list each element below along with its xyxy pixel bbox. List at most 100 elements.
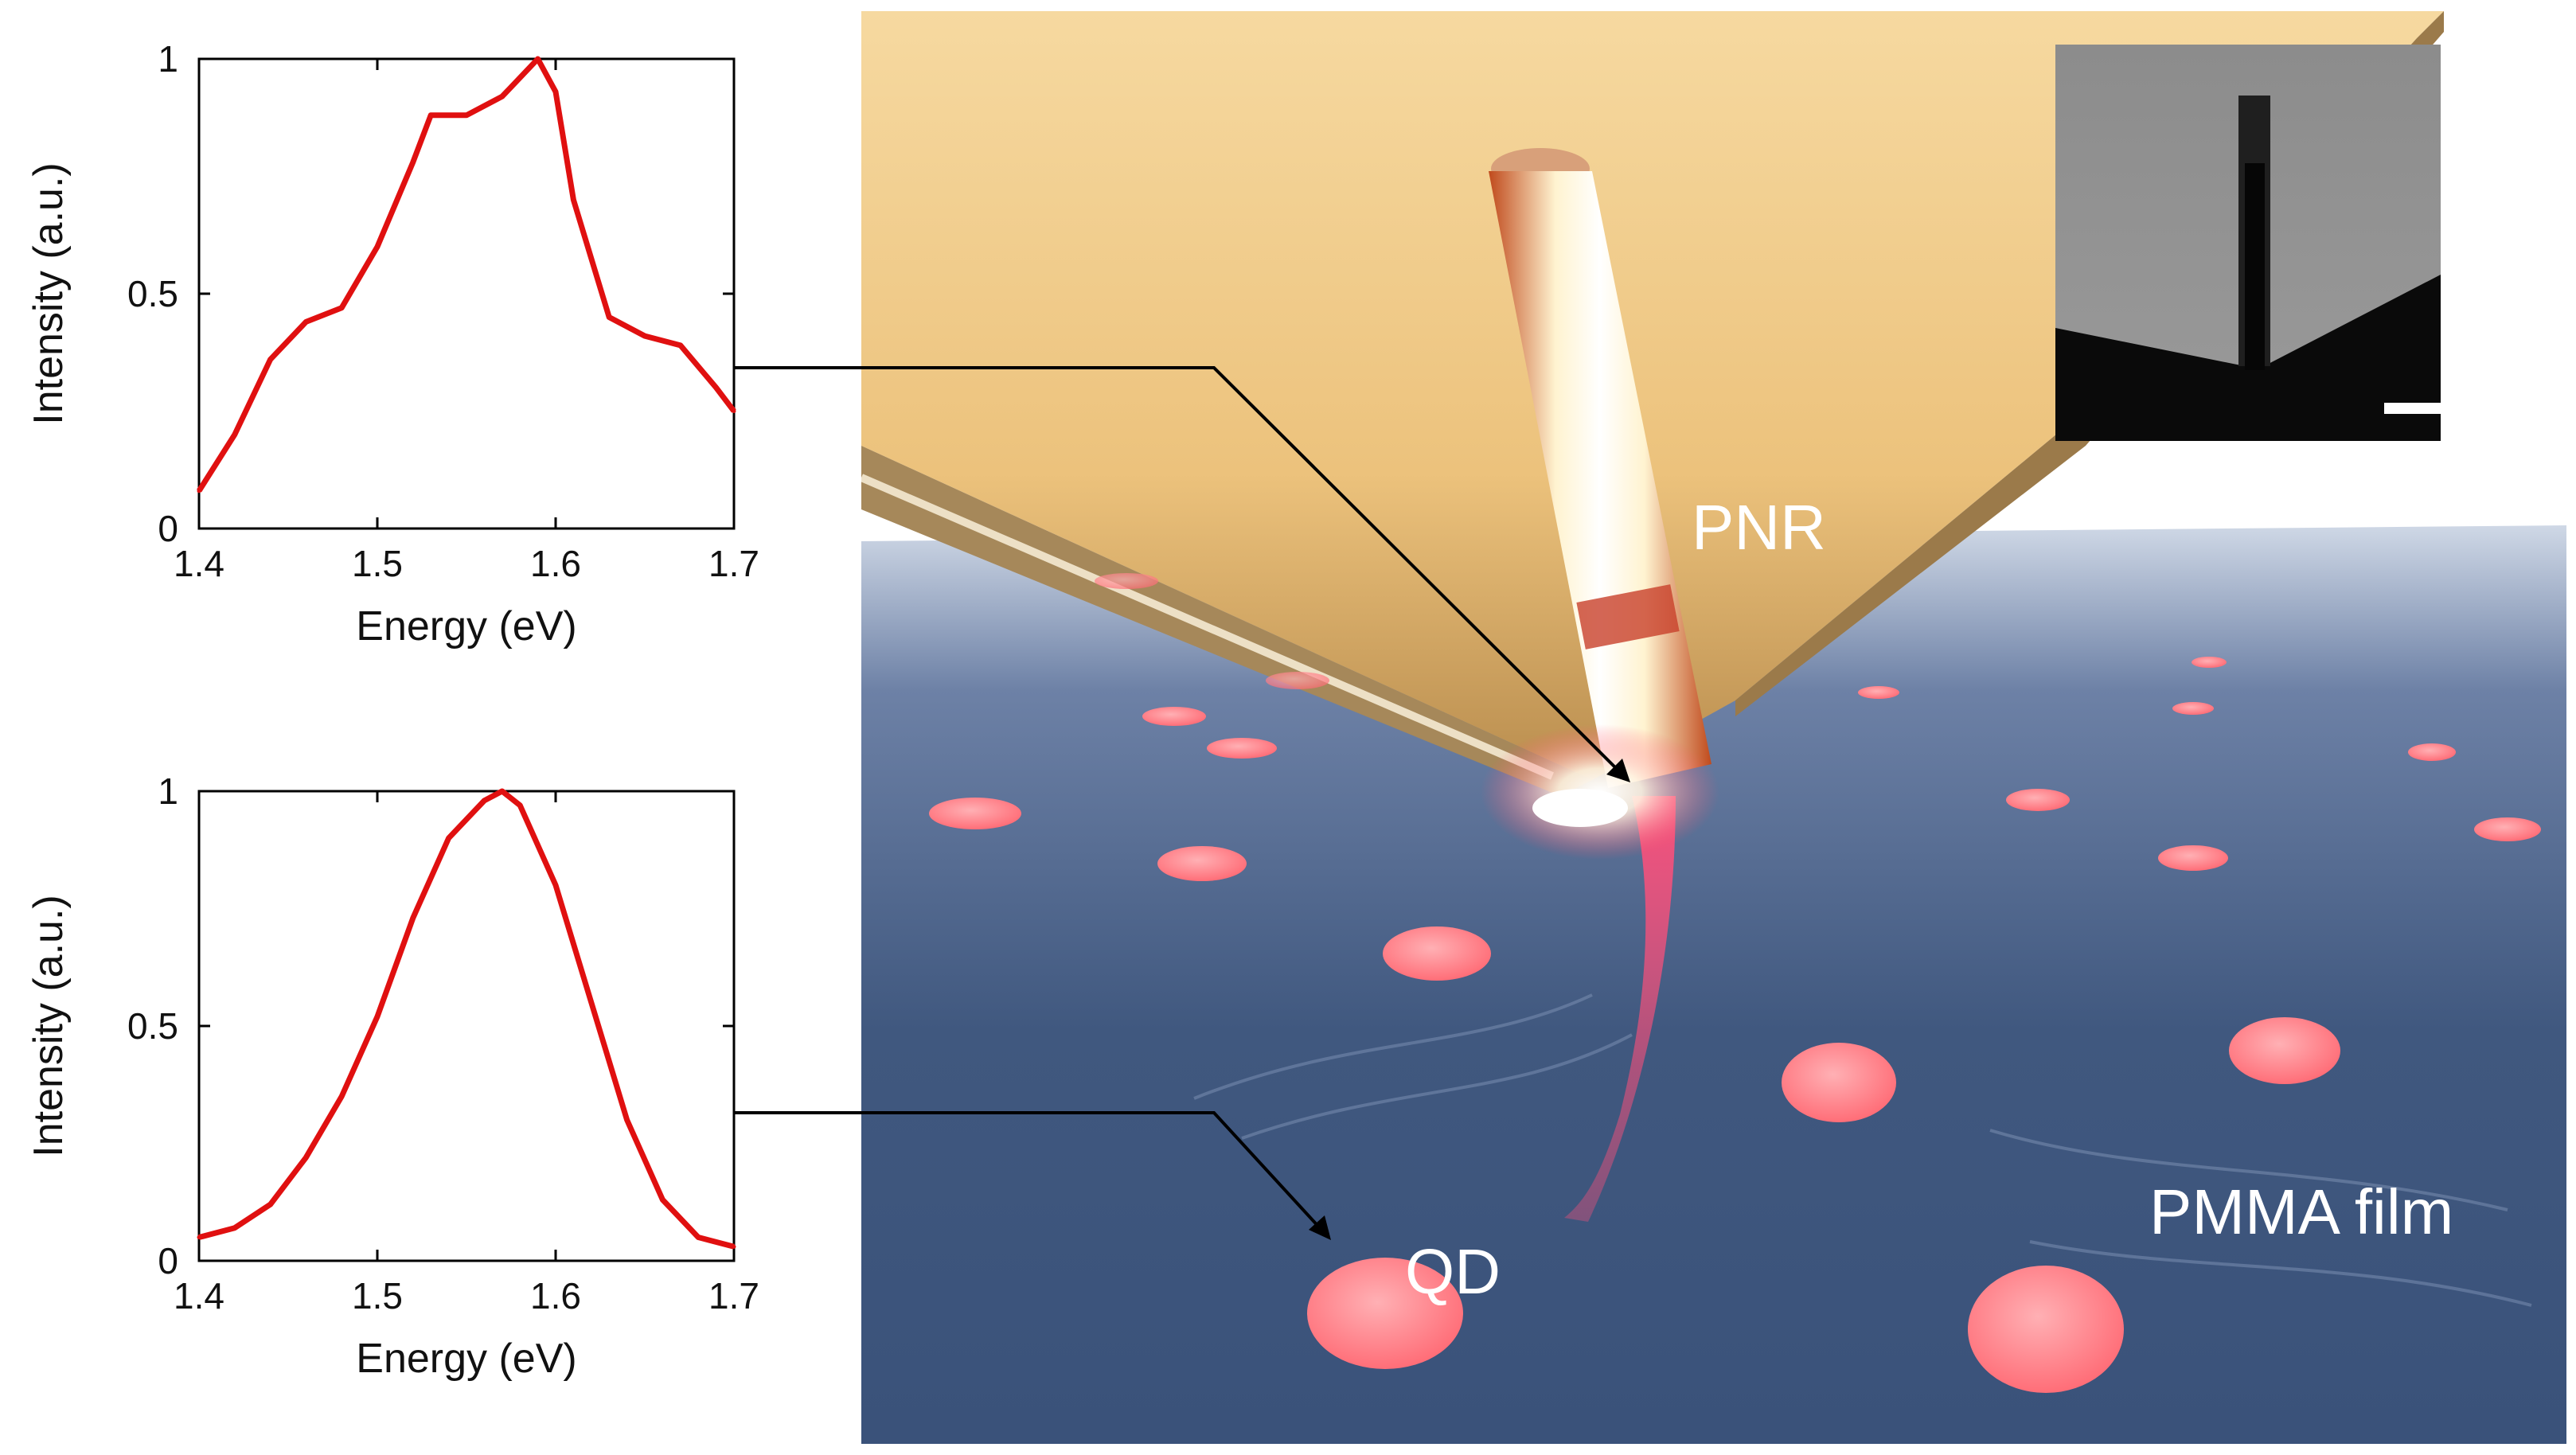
spectrum-point [268,357,273,362]
qd-spot [2172,702,2214,715]
spectrum-point [607,315,611,319]
gold-tip-right-edge [1735,11,2444,716]
qd-spot [1207,738,1277,759]
qd-spot [1968,1266,2124,1393]
sem-nanorod-core [2245,163,2265,370]
plasmonic-nanorod [1489,148,1711,788]
scale-bar-icon [2384,403,2510,414]
spectrum-point [303,1155,308,1160]
qd-spot [2408,743,2456,761]
connector-lines [734,366,1630,1240]
qd-spot [929,798,1021,829]
spectrum-point [625,1118,630,1122]
spectrum-point [464,113,469,118]
x-tick-label: 1.4 [174,543,224,584]
y-tick-label: 1 [158,38,178,80]
spectrum-point [197,1235,201,1239]
nanorod-band [1576,584,1680,649]
x-tick-label: 1.4 [174,1275,224,1317]
spectrum-point [517,76,522,80]
connector-bottom-arrowhead [1309,1215,1331,1240]
qd-spot [1142,707,1206,726]
x-axis-label: Energy (eV) [356,603,576,649]
x-tick-label: 1.7 [708,543,759,584]
spectrum-point [232,1226,237,1231]
qd-spot [1266,672,1329,689]
x-tick-label: 1.5 [352,1275,403,1317]
spectrum-point [447,836,451,841]
label-pnr: PNR [1692,492,1826,563]
gold-tip [861,11,2444,780]
spectrum-point [536,57,541,61]
qd-spot [2192,657,2227,668]
spectrum-point [268,1202,273,1207]
qd-spot [2229,1017,2340,1084]
pmma-film [861,525,2566,1444]
spectrum-point [339,1094,344,1098]
qd-spot [1157,846,1247,881]
qd-spot [1858,686,1899,699]
spectrum-point [500,94,505,99]
spectrum-point [375,244,380,249]
emission-beam [1564,796,1676,1222]
spectrum-point [714,385,719,390]
qd-spot [2006,789,2070,811]
qd-spot [1307,1258,1463,1369]
qd-spot [1383,926,1491,981]
x-tick-label: 1.6 [530,543,581,584]
spectrum-point [678,343,683,348]
spectrum-point [571,197,576,202]
gold-tip-left-edge [861,446,1592,796]
spectrum-point [732,1244,736,1249]
spectrum-point [411,160,416,165]
sem-inset [2055,45,2510,441]
x-axis-label: Energy (eV) [356,1336,576,1382]
spectrum-line [197,56,736,493]
spectrum-point [500,789,505,794]
spectrum-line [198,788,735,1250]
spectrum-point [589,1001,594,1004]
connector-top-arrowhead [1606,759,1630,782]
connector-bottom [734,1111,1323,1231]
spectrum-point [642,334,647,338]
spectrum-point [411,915,416,920]
qd-spot [2474,817,2541,841]
tip-hotspot [1532,789,1628,827]
spectrum-point [428,113,433,118]
spectrum-plot-bottom: 1.4 1.5 1.6 1.7 0 0.5 1 Energy (eV) Intensity (a… [25,770,759,1382]
spectrum-point [732,409,736,413]
spectrum-point [303,319,308,324]
x-tick-label: 1.6 [530,1275,581,1317]
spectrum-point [660,1197,665,1202]
spectrum-point [553,89,558,94]
spectrum-point [517,803,522,808]
y-tick-label: 0 [158,508,178,549]
y-tick-label: 0.5 [127,273,178,314]
sem-tip-shadow [2055,275,2441,441]
label-pmma-film: PMMA film [2149,1176,2453,1247]
plot-frame [197,57,736,530]
quantum-dots [929,573,2541,1393]
qd-spot [2158,845,2228,871]
qd-spot [1095,573,1158,589]
film-texture [1193,993,2532,1307]
y-tick-label: 1 [158,770,178,812]
spectrum-point [553,883,558,887]
qd-spot [1782,1043,1896,1122]
gold-tip-highlight [861,474,1554,780]
label-qd: QD [1405,1236,1501,1307]
spectrum-plot-top: 1.4 1.5 1.6 1.7 0 0.5 1 Energy (eV) Intensity (a… [25,38,759,649]
y-axis-label: Intensity (a.u.) [25,895,72,1157]
spectrum-point [232,432,237,437]
connector-top [734,366,1626,778]
spectrum-point [197,489,201,493]
y-tick-label: 0.5 [127,1005,178,1047]
spectrum-point [339,306,344,310]
y-axis-label: Intensity (a.u.) [25,162,72,424]
spectrum-point [375,1014,380,1019]
spectrum-point [482,798,486,803]
x-tick-label: 1.7 [708,1275,759,1317]
y-tick-label: 0 [158,1240,178,1281]
x-tick-label: 1.5 [352,543,403,584]
